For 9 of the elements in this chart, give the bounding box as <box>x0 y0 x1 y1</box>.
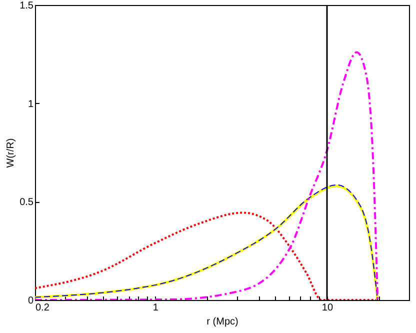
y-tick-label: 1.5 <box>20 0 34 12</box>
x-axis-title: r (Mpc) <box>206 316 238 328</box>
x-tick-label: 1 <box>152 302 159 314</box>
y-tick-label: 0.5 <box>20 197 34 208</box>
x-tick-label: 0.2 <box>36 302 50 314</box>
y-tick-label: 0 <box>28 296 34 306</box>
x-tick-label: 10 <box>322 302 334 314</box>
y-axis-title: W(r/R) <box>6 138 17 168</box>
y-tick-label: 1 <box>28 98 34 110</box>
